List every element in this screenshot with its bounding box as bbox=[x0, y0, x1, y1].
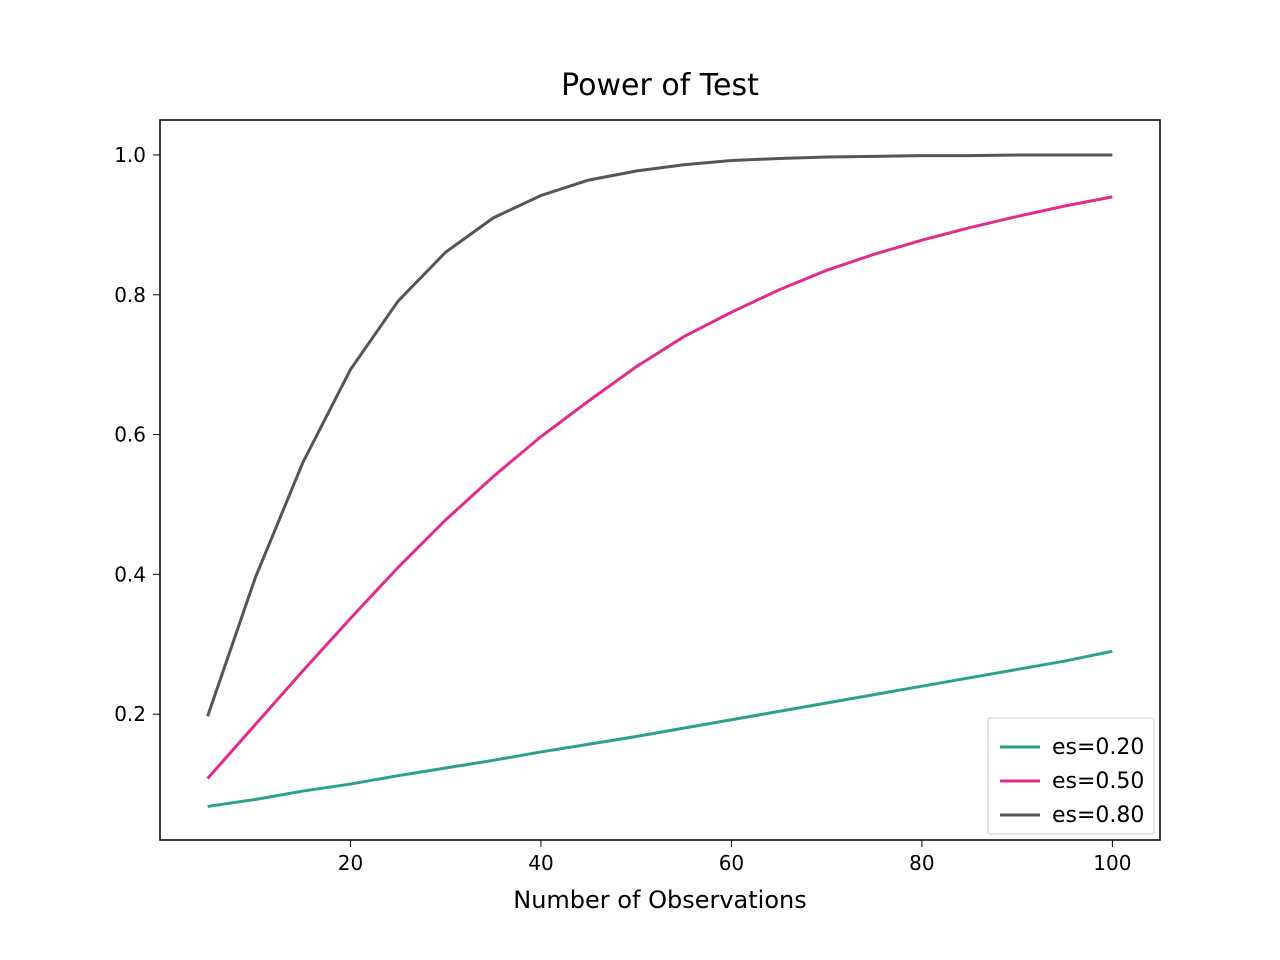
x-tick-label: 80 bbox=[909, 851, 934, 875]
x-tick-label: 100 bbox=[1093, 851, 1131, 875]
y-tick-label: 0.4 bbox=[114, 562, 146, 586]
x-tick-label: 60 bbox=[719, 851, 744, 875]
x-tick-label: 40 bbox=[528, 851, 553, 875]
chart-title: Power of Test bbox=[561, 68, 759, 103]
y-tick-label: 0.2 bbox=[114, 702, 146, 726]
power-chart: 20 40 60 80 100 0.2 0.4 0.6 0.8 1.0 Power of Test N… bbox=[0, 0, 1280, 960]
legend-label: es=0.80 bbox=[1052, 803, 1144, 828]
y-tick-label: 0.6 bbox=[114, 423, 146, 447]
y-tick-label: 0.8 bbox=[114, 283, 146, 307]
x-tick-label: 20 bbox=[338, 851, 363, 875]
y-tick-label: 1.0 bbox=[114, 143, 146, 167]
legend-label: es=0.20 bbox=[1052, 735, 1144, 760]
x-axis-label: Number of Observations bbox=[513, 886, 806, 914]
legend-label: es=0.50 bbox=[1052, 769, 1144, 794]
